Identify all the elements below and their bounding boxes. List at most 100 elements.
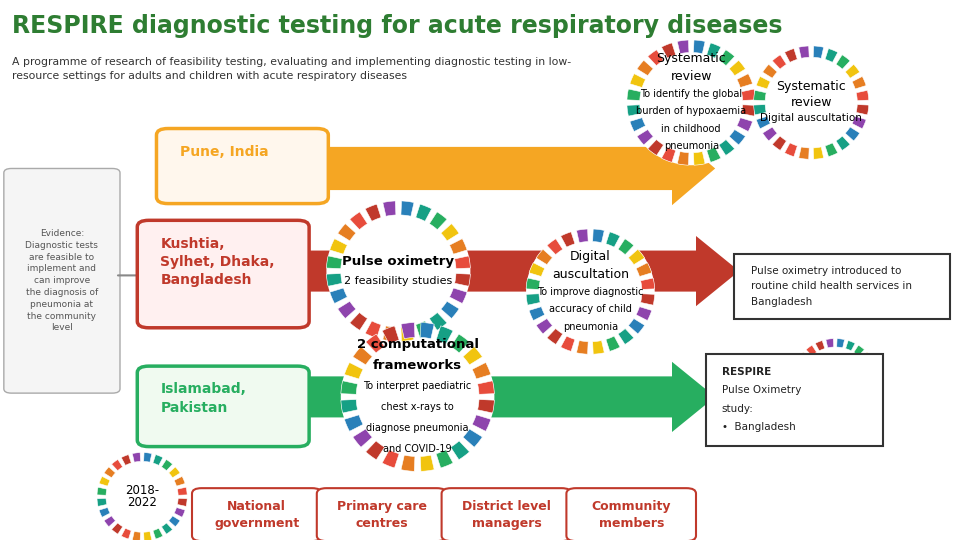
Polygon shape [401,322,415,339]
Text: 2 feasibility studies: 2 feasibility studies [345,276,452,286]
Polygon shape [450,441,469,460]
Polygon shape [345,362,363,379]
Text: 2018-: 2018- [125,484,159,497]
Polygon shape [178,498,187,507]
Polygon shape [472,415,491,431]
Polygon shape [661,147,676,163]
Polygon shape [618,328,634,345]
Polygon shape [837,339,845,348]
Polygon shape [99,476,110,486]
Polygon shape [341,400,358,413]
Polygon shape [561,336,575,352]
Polygon shape [846,410,855,421]
Text: chest x-rays to: chest x-rays to [381,402,454,413]
Polygon shape [677,152,689,165]
Polygon shape [329,239,348,254]
Polygon shape [576,229,588,242]
Polygon shape [132,531,140,540]
Text: Pulse oximetry introduced to: Pulse oximetry introduced to [751,266,901,276]
Polygon shape [837,414,845,423]
Polygon shape [592,341,605,354]
Polygon shape [383,201,396,216]
Polygon shape [449,288,468,303]
Polygon shape [366,441,385,460]
Text: Evidence:
Diagnostic tests
are feasible to
implement and
can improve
the diagnos: Evidence: Diagnostic tests are feasible … [26,229,98,333]
Ellipse shape [627,40,756,165]
Polygon shape [856,105,869,115]
Polygon shape [762,127,778,141]
Polygon shape [441,224,459,241]
Text: diagnose pneumonia: diagnose pneumonia [367,423,468,433]
Polygon shape [719,50,734,66]
Text: Pulse oximetry: Pulse oximetry [343,255,454,268]
Text: •  Bangladesh: • Bangladesh [722,422,796,432]
FancyBboxPatch shape [192,488,322,540]
Polygon shape [792,372,802,379]
Polygon shape [836,136,851,151]
Polygon shape [576,341,588,354]
Polygon shape [707,147,721,163]
Polygon shape [441,301,459,319]
Polygon shape [349,313,368,330]
Polygon shape [178,487,187,495]
Text: To improve diagnostic: To improve diagnostic [538,287,643,296]
Polygon shape [845,127,860,141]
Polygon shape [719,139,734,156]
Polygon shape [794,361,804,370]
Polygon shape [813,147,824,159]
Polygon shape [592,229,605,242]
Polygon shape [416,204,432,221]
Ellipse shape [792,339,878,423]
Polygon shape [349,212,368,230]
Text: Pulse Oximetry: Pulse Oximetry [722,386,802,395]
Text: accuracy of child: accuracy of child [549,304,632,314]
Ellipse shape [326,201,470,341]
Text: 2 computational: 2 computational [356,338,479,351]
Text: To identify the global: To identify the global [640,89,742,99]
Polygon shape [630,118,645,132]
Polygon shape [97,487,107,495]
Text: burden of hypoxaemia: burden of hypoxaemia [636,106,746,116]
Text: Digital auscultation: Digital auscultation [760,113,862,124]
Polygon shape [536,249,552,265]
Text: study:: study: [722,404,754,414]
Polygon shape [772,136,786,151]
Polygon shape [450,334,469,353]
Text: Digital: Digital [570,250,611,263]
Polygon shape [861,399,872,409]
Polygon shape [845,64,860,78]
Polygon shape [477,381,494,394]
Polygon shape [794,391,804,400]
Polygon shape [799,46,809,58]
Polygon shape [449,239,468,254]
Text: and COVID-19: and COVID-19 [383,444,452,454]
Polygon shape [365,321,381,338]
Polygon shape [104,516,115,526]
Polygon shape [477,400,494,413]
Polygon shape [806,406,817,416]
Polygon shape [825,49,838,62]
Polygon shape [526,278,540,289]
Polygon shape [707,43,721,58]
Polygon shape [627,105,641,116]
Text: National
government: National government [214,500,300,530]
Polygon shape [629,249,645,265]
Polygon shape [353,347,372,365]
Polygon shape [636,307,652,321]
Polygon shape [661,43,676,58]
Polygon shape [326,274,342,286]
Polygon shape [846,341,855,351]
Polygon shape [756,116,770,129]
Polygon shape [636,262,652,276]
Text: Kushtia,
Sylhet, Dhaka,
Bangladesh: Kushtia, Sylhet, Dhaka, Bangladesh [160,237,275,287]
Polygon shape [853,345,864,356]
Polygon shape [326,256,342,268]
Text: 2022-: 2022- [818,368,852,381]
Polygon shape [636,130,653,145]
Polygon shape [104,467,115,478]
FancyBboxPatch shape [566,488,696,540]
Polygon shape [174,508,185,517]
Text: Community
members: Community members [591,500,671,530]
Text: auscultation: auscultation [552,267,629,281]
Polygon shape [382,450,399,468]
